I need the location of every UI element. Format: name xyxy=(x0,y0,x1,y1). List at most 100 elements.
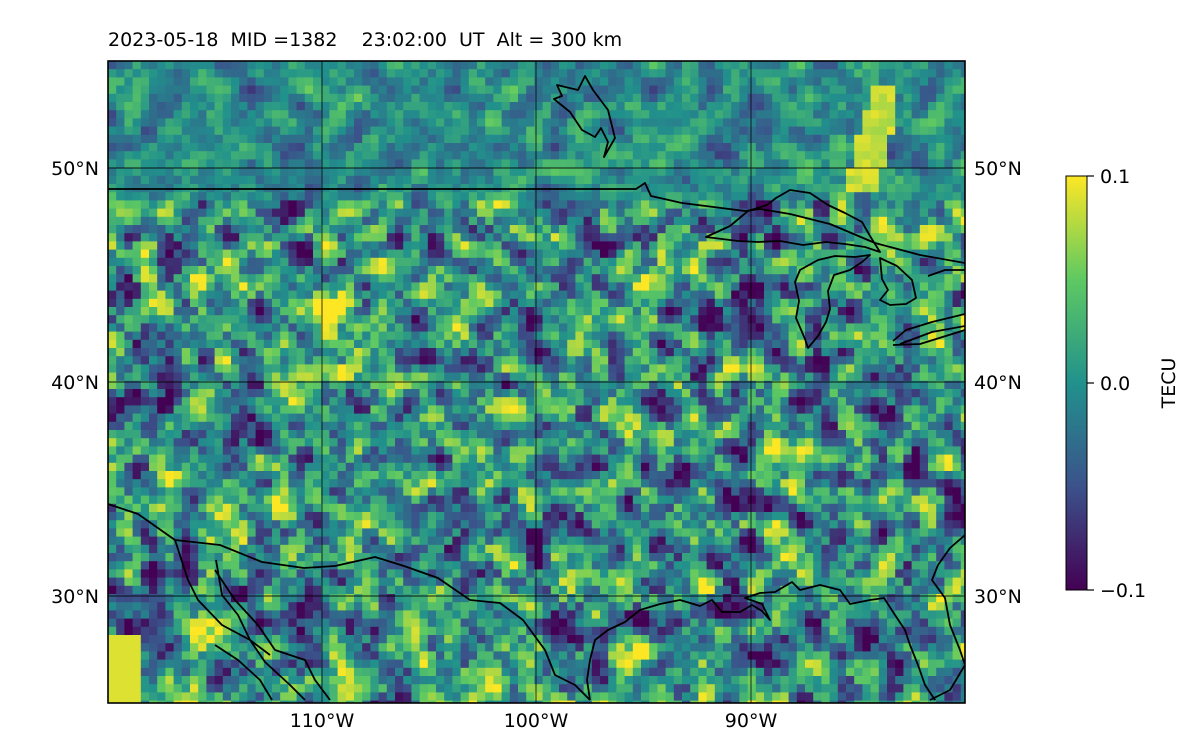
tec-cell xyxy=(706,249,716,259)
tec-cell xyxy=(386,110,396,119)
tec-cell xyxy=(403,364,412,374)
tec-cell xyxy=(567,430,576,439)
tec-cell xyxy=(149,380,158,390)
tec-cell xyxy=(190,430,199,439)
tec-cell xyxy=(928,175,937,185)
tec-cell xyxy=(477,421,486,431)
tec-cell xyxy=(386,405,396,415)
tec-cell xyxy=(731,380,740,390)
tec-cell xyxy=(788,143,798,152)
tec-cell xyxy=(829,372,839,382)
tec-cell xyxy=(304,134,314,144)
tec-cell xyxy=(354,298,363,308)
tec-cell xyxy=(222,192,232,201)
tec-cell xyxy=(936,397,945,406)
tec-cell xyxy=(936,200,945,210)
tec-cell xyxy=(329,348,339,357)
tec-cell xyxy=(386,85,396,95)
tec-cell xyxy=(288,274,298,283)
tec-cell xyxy=(846,290,855,300)
tec-cell xyxy=(928,134,937,144)
tec-cell xyxy=(575,208,585,218)
tec-cell xyxy=(132,282,142,292)
tec-cell xyxy=(698,356,708,365)
tec-cell xyxy=(427,421,437,431)
tec-cell xyxy=(805,159,814,169)
tec-cell xyxy=(887,184,896,193)
tec-cell xyxy=(427,372,437,382)
tec-cell xyxy=(895,405,904,415)
tec-cell xyxy=(386,192,396,201)
tec-cell xyxy=(518,233,527,242)
tec-cell xyxy=(354,134,363,144)
tec-cell xyxy=(747,167,757,177)
tec-cell xyxy=(698,110,708,119)
tec-cell xyxy=(444,298,453,308)
tec-cell xyxy=(739,175,749,185)
tec-cell xyxy=(632,421,642,431)
tec-cell xyxy=(362,216,371,226)
tec-cell xyxy=(624,356,634,365)
tec-cell xyxy=(509,85,519,95)
tec-cell xyxy=(755,282,765,292)
tec-cell xyxy=(140,389,150,398)
tec-cell xyxy=(436,61,445,70)
tec-cell xyxy=(140,159,150,169)
tec-cell xyxy=(485,208,494,218)
tec-cell xyxy=(796,93,806,103)
tec-cell xyxy=(911,216,921,226)
tec-cell xyxy=(132,323,142,333)
tec-cell xyxy=(460,143,470,152)
tec-cell xyxy=(714,233,724,242)
tec-cell xyxy=(567,143,576,152)
tec-cell xyxy=(255,159,265,169)
tec-cell xyxy=(846,421,855,431)
tec-cell xyxy=(641,208,650,218)
tec-cell xyxy=(837,102,847,111)
tec-cell xyxy=(837,159,847,169)
tec-cell xyxy=(837,192,847,201)
tec-cell xyxy=(788,249,798,259)
tec-cell xyxy=(665,430,675,439)
tec-cell xyxy=(550,216,560,226)
tec-cell xyxy=(395,413,404,423)
tec-cell xyxy=(895,143,904,152)
tec-cell xyxy=(911,61,921,70)
tec-cell xyxy=(181,249,191,259)
tec-cell xyxy=(427,77,437,87)
tec-cell xyxy=(436,348,445,357)
tec-cell xyxy=(706,298,716,308)
tec-cell xyxy=(337,421,347,431)
tec-cell xyxy=(190,93,199,103)
tec-cell xyxy=(296,298,306,308)
tec-cell xyxy=(952,307,962,316)
tec-cell xyxy=(854,192,863,201)
tec-cell xyxy=(878,208,888,218)
tec-cell xyxy=(304,126,314,136)
tec-cell xyxy=(247,208,257,218)
tec-cell xyxy=(928,192,937,201)
tec-cell xyxy=(960,102,965,111)
tec-cell xyxy=(231,323,240,333)
tec-cell xyxy=(657,380,667,390)
tec-cell xyxy=(140,249,150,259)
tec-cell xyxy=(649,290,658,300)
tec-cell xyxy=(436,397,445,406)
tec-cell xyxy=(682,430,691,439)
tec-cell xyxy=(452,380,462,390)
tec-cell xyxy=(739,430,749,439)
tec-cell xyxy=(747,110,757,119)
tec-cell xyxy=(936,430,945,439)
tec-cell xyxy=(665,85,675,95)
tec-cell xyxy=(181,77,191,87)
tec-cell xyxy=(411,175,421,185)
tec-cell xyxy=(813,118,822,128)
tec-cell xyxy=(895,372,904,382)
tec-cell xyxy=(378,143,388,152)
tec-cell xyxy=(870,134,880,144)
tec-cell xyxy=(657,405,667,415)
tec-cell xyxy=(214,389,224,398)
tec-cell xyxy=(673,225,683,234)
tec-cell xyxy=(296,175,306,185)
tec-cell xyxy=(780,356,790,365)
